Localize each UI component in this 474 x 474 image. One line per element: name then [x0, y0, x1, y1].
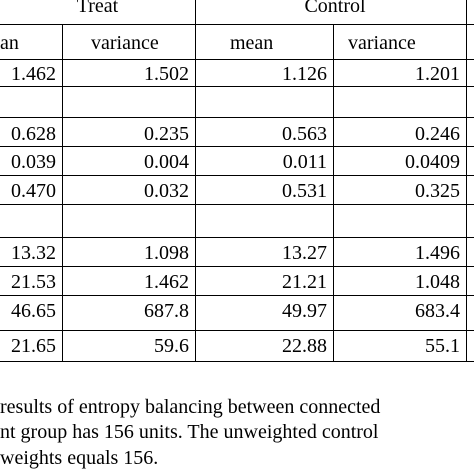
table-cell: 683.4 [415, 300, 460, 322]
col-header-control-mean: mean [230, 32, 274, 54]
table-rule-row [0, 266, 474, 267]
col-header-treat-variance: variance [91, 32, 159, 54]
table-cell: 0.039 [11, 151, 56, 173]
caption-line: nt group has 156 units. The unweighted c… [0, 421, 379, 443]
col-header-control-variance: variance [348, 32, 416, 54]
table-col-divider [333, 24, 334, 361]
table-rule-row [0, 146, 474, 147]
table-cell: 1.502 [144, 63, 189, 85]
table-rule-header [0, 59, 474, 60]
table-cell: 1.496 [415, 242, 460, 264]
table-col-divider [195, 0, 196, 361]
table-cell: 1.462 [11, 63, 56, 85]
table-cell: 22.88 [282, 335, 327, 357]
table-cell: 0.531 [282, 180, 327, 202]
col-header-treat-mean: an [0, 32, 19, 54]
table-rule-row [0, 204, 474, 205]
caption-line: weights equals 156. [0, 447, 159, 469]
caption-line: results of entropy balancing between con… [0, 396, 381, 418]
table-cell: 0.246 [415, 123, 460, 145]
table-cell: 1.098 [144, 242, 189, 264]
table-cell: 0.563 [282, 123, 327, 145]
table-cell: 21.65 [11, 335, 56, 357]
table-cell: 55.1 [425, 335, 460, 357]
table-cell: 0.0409 [405, 151, 460, 173]
table-cell: 0.011 [282, 151, 327, 173]
table-cell: 0.235 [144, 123, 189, 145]
table-rule-row [0, 86, 474, 87]
table-cell: 46.65 [11, 300, 56, 322]
table-cell: 13.32 [11, 242, 56, 264]
table-cell: 0.004 [144, 151, 189, 173]
table-col-divider [62, 24, 63, 361]
table-rule-group [0, 24, 474, 25]
table-rule-bottom [0, 361, 474, 362]
table-rule-row [0, 237, 474, 238]
table-cell: 0.470 [11, 180, 56, 202]
group-header-control: Control [304, 0, 366, 17]
table-rule-row [0, 295, 474, 296]
table-cell: 687.8 [144, 300, 189, 322]
table-cell: 0.325 [415, 180, 460, 202]
table-rule-row [0, 175, 474, 176]
group-header-treat: Treat [76, 0, 119, 17]
table-cell: 21.53 [11, 271, 56, 293]
table-cell: 59.6 [154, 335, 189, 357]
table-cell: 0.032 [144, 180, 189, 202]
table-cell: 1.048 [415, 271, 460, 293]
table-cell: 49.97 [282, 300, 327, 322]
table-rule-row [0, 330, 474, 331]
table-cell: 13.27 [282, 242, 327, 264]
table-cell: 0.628 [11, 123, 56, 145]
table-rule-row [0, 117, 474, 118]
table-cell: 1.126 [282, 63, 327, 85]
table-col-divider [466, 0, 467, 361]
table-cell: 21.21 [282, 271, 327, 293]
table-cell: 1.201 [415, 63, 460, 85]
table-cell: 1.462 [144, 271, 189, 293]
